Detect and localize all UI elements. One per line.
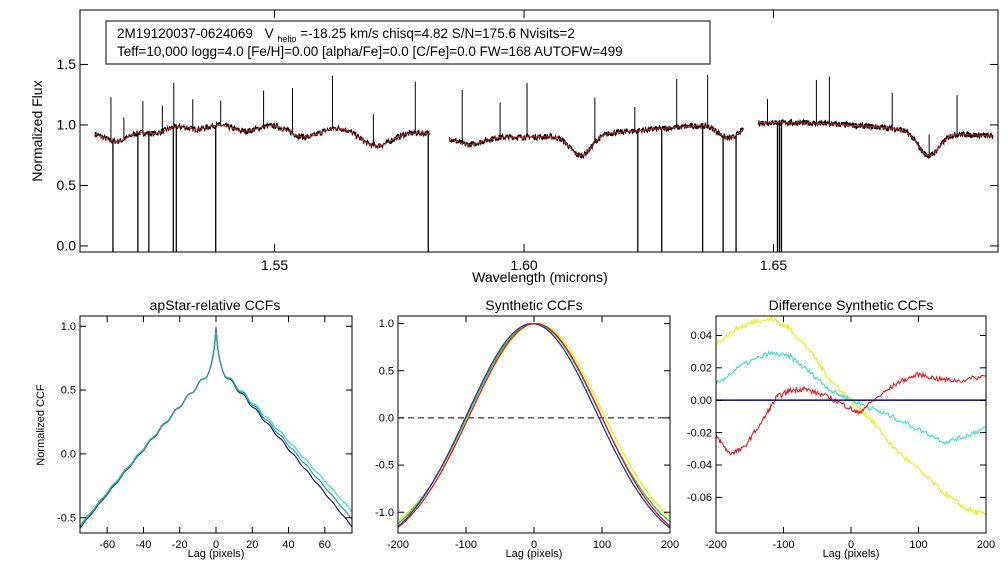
x-tick-label: 1.55 — [261, 257, 288, 273]
x-tick-label: 0 — [213, 539, 219, 551]
x-tick-label: 200 — [977, 539, 995, 551]
y-tick-label: 1.0 — [57, 117, 77, 133]
header-box-frame — [105, 20, 711, 65]
spectrum-data-line — [448, 122, 745, 160]
spectrum-data-line — [94, 121, 430, 150]
synthetic-ccf-panel: Synthetic CCFs -200 -100 0 100 200 -1.0 -0.5 0.… — [375, 297, 679, 560]
spectrum-model-line — [448, 125, 744, 157]
x-tick-label: -200 — [387, 539, 409, 551]
y-tick-label: -0.04 — [687, 460, 712, 472]
diff-ccf-xlabel: Lag (pixels) — [823, 548, 880, 560]
synthetic-ccf-ticks: -200 -100 0 100 200 -1.0 -0.5 0.0 0.5 1.0 — [375, 316, 679, 551]
y-tick-label: 0.5 — [379, 365, 394, 377]
x-tick-label: -40 — [136, 539, 152, 551]
x-tick-label: 0 — [531, 539, 537, 551]
y-tick-label: 0.5 — [61, 385, 76, 397]
x-tick-label: -60 — [99, 539, 115, 551]
header-stats: =-18.25 km/s chisq=4.82 S/N=175.6 Nvisit… — [300, 26, 575, 41]
x-tick-label: 1.60 — [510, 257, 537, 273]
x-tick-label: -200 — [705, 539, 727, 551]
apstar-ccf-ticks: -60 -40 -20 0 20 40 60 -0.5 0.0 0.5 1.0 — [57, 316, 352, 551]
y-tick-label: -0.5 — [57, 512, 76, 524]
x-tick-label: 60 — [319, 539, 331, 551]
x-tick-label: -100 — [772, 539, 794, 551]
synthetic-ccf-line-blue — [397, 322, 671, 529]
header-box: 2M19120037-0624069 V helio =-18.25 km/s … — [105, 20, 711, 65]
y-tick-label: 0.5 — [57, 177, 77, 193]
apstar-ccf-frame — [79, 315, 353, 534]
apstar-ccf-xlabel: Lag (pixels) — [188, 548, 245, 560]
spectrum-panel: 1.55 1.60 1.65 0.0 0.5 1.0 1.5 Wavelength (mic… — [29, 9, 999, 285]
vhelio-subscript: helio — [277, 34, 296, 44]
diff-ccf-title: Difference Synthetic CCFs — [769, 297, 934, 313]
apstar-ccf-title: apStar-relative CCFs — [150, 297, 281, 313]
y-tick-label: -0.5 — [375, 460, 394, 472]
diff-ccf-line-yellow — [715, 315, 987, 517]
x-tick-label: 20 — [246, 539, 258, 551]
y-tick-label: -0.02 — [687, 427, 712, 439]
synthetic-ccf-xlabel: Lag (pixels) — [506, 548, 563, 560]
ccf-line-teal — [79, 328, 353, 528]
diff-ccf-frame — [715, 315, 987, 534]
y-tick-label: 1.0 — [61, 321, 76, 333]
ccf-line-cyan — [79, 329, 353, 527]
apstar-ccf-ylabel: Normalized CCF — [35, 384, 47, 466]
x-tick-label: 40 — [282, 539, 294, 551]
y-tick-label: 0.0 — [379, 413, 394, 425]
spectrum-frame — [79, 9, 999, 253]
x-tick-label: -20 — [172, 539, 188, 551]
diff-ccf-panel: Difference Synthetic CCFs -200 -100 0 100 20… — [687, 297, 995, 560]
apstar-ccf-plot-area — [79, 327, 353, 529]
synthetic-ccf-frame — [397, 315, 671, 534]
vhelio-symbol: V — [265, 26, 274, 41]
spectrum-model-line — [758, 122, 994, 157]
spectrum-xlabel: Wavelength (microns) — [472, 269, 608, 285]
diff-ccf-ticks: -200 -100 0 100 200 -0.06 -0.04 -0.02 0.00 0.02 0.… — [687, 316, 995, 551]
synthetic-ccf-line-yellow — [397, 322, 671, 522]
apstar-ccf-panel: apStar-relative CCFs -60 -40 -20 0 20 40 60 -0.… — [35, 297, 353, 560]
spectrum-data-line — [758, 118, 994, 159]
y-tick-label: 0.0 — [61, 449, 76, 461]
spectrum-plot-area — [94, 74, 994, 252]
synthetic-ccf-plot-area — [397, 322, 671, 529]
y-tick-label: 0.02 — [691, 362, 712, 374]
x-tick-label: 1.65 — [760, 257, 787, 273]
spectrum-ylabel: Normalized Flux — [29, 80, 45, 181]
y-tick-label: -1.0 — [375, 507, 394, 519]
x-tick-label: 200 — [661, 539, 679, 551]
y-tick-label: 0.00 — [691, 395, 712, 407]
spectrum-model-line — [94, 124, 430, 147]
diff-ccf-plot-area — [715, 315, 987, 517]
y-tick-label: 0.04 — [691, 330, 712, 342]
x-tick-label: 0 — [848, 539, 854, 551]
y-tick-label: 0.0 — [57, 238, 77, 254]
synthetic-ccf-title: Synthetic CCFs — [485, 297, 582, 313]
spectrum-ticks: 1.55 1.60 1.65 0.0 0.5 1.0 1.5 — [57, 10, 998, 273]
header-line-1: 2M19120037-0624069 V helio =-18.25 km/s … — [117, 26, 575, 45]
star-id: 2M19120037-0624069 — [117, 26, 253, 41]
synthetic-ccf-line-green — [397, 322, 671, 525]
y-tick-label: 1.0 — [379, 318, 394, 330]
y-tick-label: 1.5 — [57, 56, 77, 72]
header-line-2: Teff=10,000 logg=4.0 [Fe/H]=0.00 [alpha/… — [117, 44, 623, 59]
x-tick-label: 100 — [593, 539, 611, 551]
diff-ccf-line-red — [715, 370, 987, 456]
ccf-line-navy — [79, 327, 353, 529]
y-tick-label: -0.06 — [687, 492, 712, 504]
x-tick-label: -100 — [455, 539, 477, 551]
x-tick-label: 100 — [909, 539, 927, 551]
synthetic-ccf-line-red — [397, 322, 671, 529]
